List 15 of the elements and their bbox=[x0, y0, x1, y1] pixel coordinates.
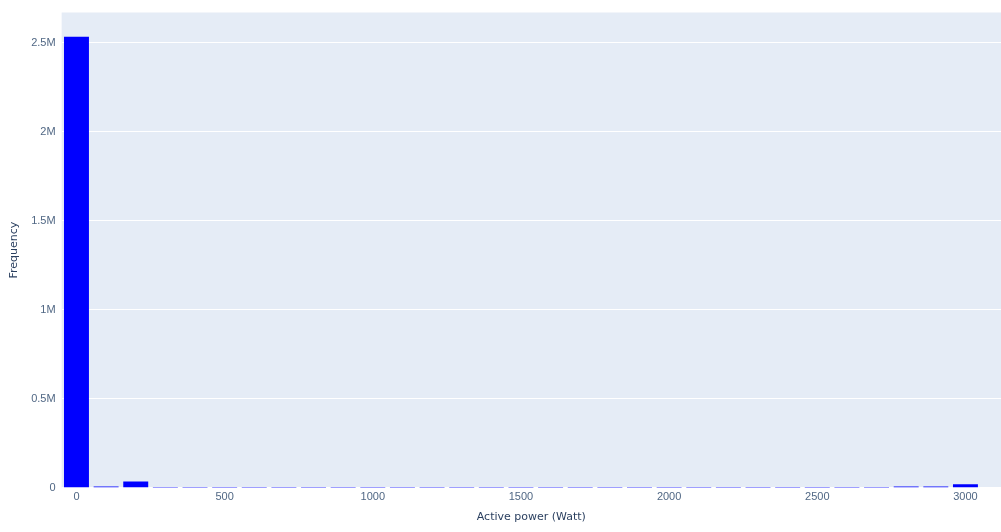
y-tick-label: 1M bbox=[40, 302, 56, 315]
x-axis-title: Active power (Watt) bbox=[476, 510, 586, 524]
x-tick-label: 2500 bbox=[805, 490, 830, 503]
x-tick-label: 0 bbox=[73, 490, 80, 503]
x-tick-label: 1500 bbox=[508, 490, 534, 503]
y-tick-label: 2M bbox=[40, 124, 56, 137]
y-tick-label: 2.5M bbox=[31, 35, 56, 48]
x-tick-label: 2000 bbox=[656, 490, 682, 503]
x-tick-label: 3000 bbox=[953, 490, 978, 503]
y-tick-label: 0.5M bbox=[31, 391, 56, 404]
y-axis-title: Frequency bbox=[7, 221, 21, 279]
x-tick-label: 500 bbox=[215, 490, 234, 503]
y-tick-label: 0 bbox=[49, 480, 56, 493]
y-tick-label: 1.5M bbox=[31, 213, 56, 226]
x-tick-label: 1000 bbox=[360, 490, 386, 503]
